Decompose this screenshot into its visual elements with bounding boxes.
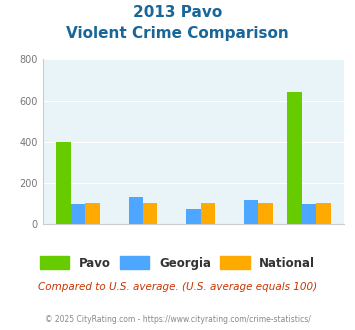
Bar [316, 203, 331, 224]
Bar [186, 209, 201, 224]
Bar [143, 203, 157, 224]
Text: © 2025 CityRating.com - https://www.cityrating.com/crime-statistics/: © 2025 CityRating.com - https://www.city… [45, 315, 310, 324]
Text: Compared to U.S. average. (U.S. average equals 100): Compared to U.S. average. (U.S. average … [38, 282, 317, 292]
Bar [302, 204, 316, 224]
Bar [244, 200, 258, 224]
Bar [201, 203, 215, 224]
Bar [85, 203, 100, 224]
Bar [129, 197, 143, 224]
Text: Violent Crime Comparison: Violent Crime Comparison [66, 26, 289, 41]
Bar [287, 92, 302, 224]
Legend: Pavo, Georgia, National: Pavo, Georgia, National [35, 252, 320, 274]
Bar [56, 142, 71, 224]
Bar [258, 203, 273, 224]
Bar [71, 204, 85, 224]
Text: 2013 Pavo: 2013 Pavo [133, 5, 222, 20]
